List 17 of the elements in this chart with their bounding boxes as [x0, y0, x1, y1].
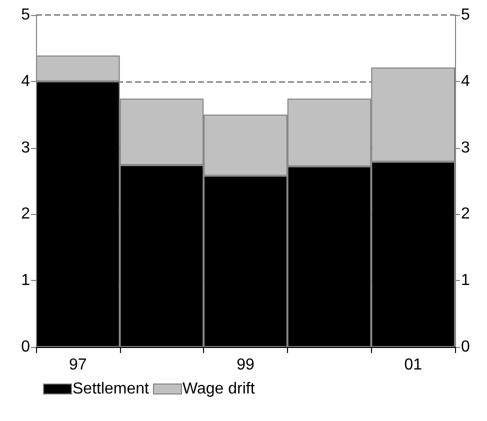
y2-tick-label: 1	[461, 272, 470, 290]
legend-label: Wage drift	[182, 380, 256, 398]
x-tick-label: 01	[404, 356, 422, 374]
y-tick-label: 4	[21, 72, 30, 90]
x-tick-label: 99	[236, 356, 254, 374]
y-tick-label: 5	[21, 6, 30, 24]
y2-tick-label: 0	[461, 338, 470, 356]
x-tick-label: 97	[69, 356, 87, 374]
y2-tick-label: 5	[461, 6, 470, 24]
y2-tick-label: 4	[461, 72, 470, 90]
y-tick-label: 0	[21, 338, 30, 356]
y2-tick-label: 2	[461, 206, 470, 223]
y-tick-label: 2	[21, 206, 30, 223]
y2-tick-label: 3	[461, 139, 470, 156]
y-tick-label: 1	[21, 272, 30, 290]
y-tick-label: 3	[21, 139, 30, 156]
legend-label: Settlement	[72, 380, 150, 398]
